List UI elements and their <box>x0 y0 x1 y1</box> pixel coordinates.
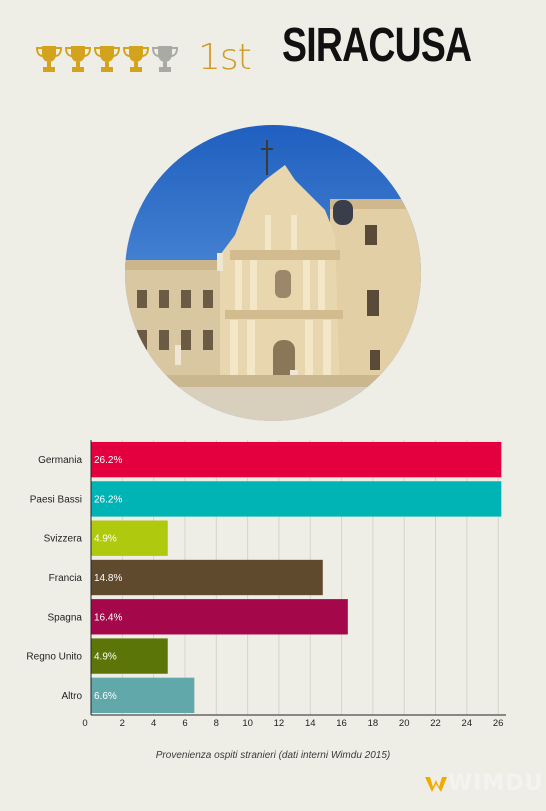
category-label: Paesi Bassi <box>30 494 82 505</box>
bar <box>91 599 348 635</box>
bar-value-label: 14.8% <box>94 573 122 584</box>
bar-value-label: 6.6% <box>94 691 117 702</box>
wimdu-logo-text: WIMDU <box>448 771 544 796</box>
trophy-icon <box>94 46 120 72</box>
x-tick-label: 2 <box>120 718 125 729</box>
x-tick-label: 24 <box>462 718 473 729</box>
x-tick-label: 26 <box>493 718 504 729</box>
cathedral-photo <box>125 125 421 421</box>
wimdu-logo-icon <box>425 776 447 792</box>
bar <box>91 559 323 596</box>
bar-value-label: 26.2% <box>94 494 122 505</box>
x-tick-label: 20 <box>399 718 410 729</box>
x-tick-label: 14 <box>305 718 316 729</box>
city-title: SIRACUSA <box>282 19 472 72</box>
x-tick-label: 8 <box>214 718 219 729</box>
bar <box>91 481 502 517</box>
bar <box>91 441 502 478</box>
x-tick-label: 0 <box>82 718 87 729</box>
bar-value-label: 16.4% <box>94 612 122 623</box>
bar <box>91 677 195 714</box>
bar-value-label: 4.9% <box>94 652 117 663</box>
x-tick-label: 16 <box>336 718 347 729</box>
bar <box>91 520 168 556</box>
category-label: Germania <box>38 455 82 466</box>
bar-chart: 26.2% Germania 26.2% Paesi Bassi 4.9% Svizzer… <box>26 440 506 729</box>
bar <box>91 638 168 674</box>
rank-label: 1st <box>198 37 252 78</box>
x-tick-label: 22 <box>430 718 441 729</box>
category-label: Svizzera <box>44 534 83 545</box>
x-tick-label: 4 <box>151 718 156 729</box>
rating-trophies <box>36 44 178 74</box>
category-label: Altro <box>61 691 82 702</box>
category-label: Regno Unito <box>26 652 82 663</box>
bar-value-label: 26.2% <box>94 455 122 466</box>
wimdu-logo: WIMDU <box>424 771 543 796</box>
header: 1st SIRACUSA <box>0 0 546 110</box>
trophy-icon <box>65 46 91 72</box>
x-tick-label: 18 <box>368 718 379 729</box>
category-label: Spagna <box>48 612 83 623</box>
trophy-icon <box>152 46 178 72</box>
trophy-icon <box>123 46 149 72</box>
category-label: Francia <box>49 573 83 584</box>
x-tick-label: 10 <box>242 718 253 729</box>
x-tick-label: 6 <box>182 718 187 729</box>
bar-value-label: 4.9% <box>94 534 117 545</box>
chart-caption: Provenienza ospiti stranieri (dati inter… <box>155 750 391 761</box>
trophy-icon <box>36 46 62 72</box>
x-tick-label: 12 <box>274 718 285 729</box>
